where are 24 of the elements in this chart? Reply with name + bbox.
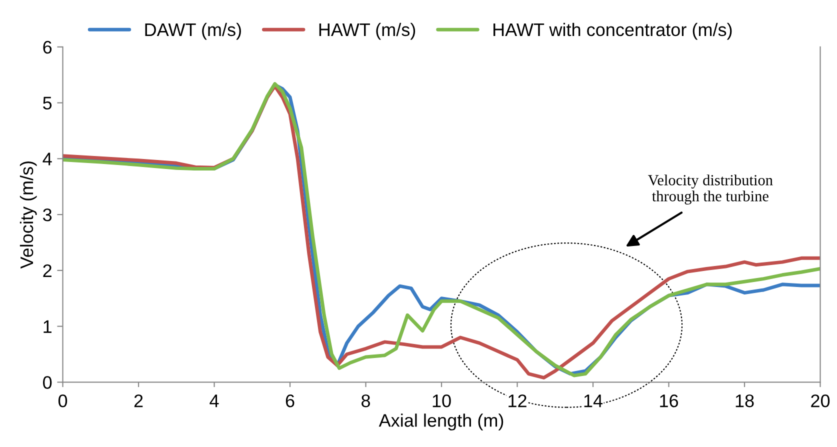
legend-label: HAWT (m/s)	[319, 22, 416, 40]
y-tick-label: 4	[42, 152, 52, 166]
x-tick-label: 10	[432, 394, 451, 408]
x-tick-label: 0	[58, 394, 68, 408]
x-tick-label: 14	[584, 394, 603, 408]
x-tick-label: 6	[286, 394, 294, 408]
y-axis-title: Velocity (m/s)	[20, 162, 37, 269]
x-tick-label: 20	[811, 394, 830, 408]
legend-label: DAWT (m/s)	[145, 22, 241, 40]
x-tick-label: 18	[736, 394, 754, 408]
y-tick-label: 0	[43, 376, 52, 389]
y-tick-label: 2	[43, 264, 52, 277]
legend-label: HAWT with concentrator (m/s)	[494, 22, 732, 40]
x-tick-label: 4	[210, 394, 219, 408]
annotation: Velocity distribution through the turbine	[648, 174, 773, 205]
y-tick-label: 3	[43, 208, 52, 222]
y-tick-label: 1	[44, 320, 52, 333]
y-tick-label: 5	[43, 96, 52, 110]
x-tick-label: 8	[362, 394, 370, 408]
x-tick-label: 2	[134, 394, 143, 408]
x-tick-label: 12	[508, 394, 526, 408]
x-axis-title: Axial length (m)	[378, 414, 504, 430]
y-tick-label: 6	[43, 40, 52, 54]
x-tick-label: 16	[660, 394, 678, 408]
